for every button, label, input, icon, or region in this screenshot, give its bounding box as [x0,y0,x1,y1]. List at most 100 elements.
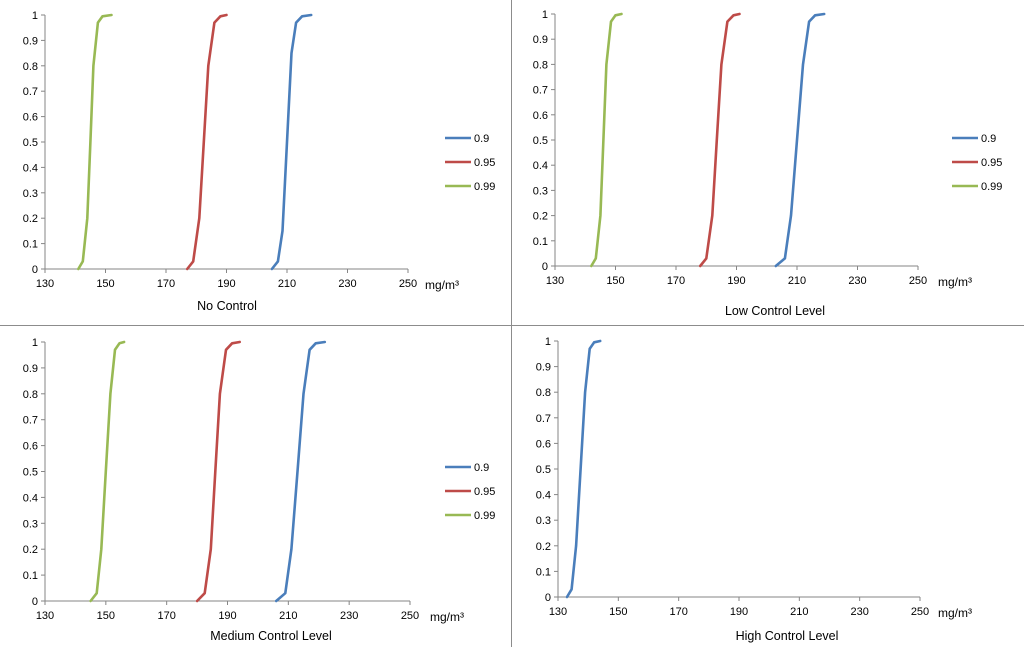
y-tick-label: 0.8 [23,389,38,401]
y-tick-label: 0.5 [23,467,38,479]
y-tick-label: 1 [542,9,548,21]
y-tick-label: 0.9 [23,35,38,47]
chart-caption: High Control Level [736,629,839,643]
x-tick-label: 170 [157,610,175,622]
series-line-main [565,339,602,599]
chart-panel-1: 0 0.1 0.2 0.3 0.4 0.5 0.6 0.7 0.8 0.9 1 130 150 170 19… [23,10,496,313]
y-tick-label: 0.2 [23,544,38,556]
legend: 0.9 0.95 0.99 [445,462,495,522]
series-line-0-95 [195,340,241,603]
y-tick-label: 0.8 [23,61,38,73]
chart-caption: Low Control Level [725,304,825,318]
legend-entry-label: 0.99 [981,181,1002,193]
y-tick-label: 0.6 [536,438,551,450]
y-tick-label: 0.2 [23,213,38,225]
legend: 0.9 0.95 0.99 [445,133,495,193]
x-tick-label: 230 [848,275,866,287]
y-tick-label: 0.4 [23,492,38,504]
y-tick-label: 0.8 [533,59,548,71]
x-axis-unit-label: mg/m³ [938,275,972,289]
y-tick-label: 1 [32,10,38,22]
y-tick-label: 0.9 [536,362,551,374]
x-tick-label: 130 [549,606,567,618]
x-tick-label: 250 [911,606,929,618]
y-tick-label: 0.2 [536,541,551,553]
series-line-0-9 [270,13,313,271]
series-line-0-99 [77,13,113,271]
x-axis-unit-label: mg/m³ [938,606,972,620]
y-tick-label: 0.5 [533,135,548,147]
series-line-0-99 [89,340,126,603]
x-tick-label: 170 [667,275,685,287]
y-tick-label: 0.4 [23,162,38,174]
x-tick-label: 130 [546,275,564,287]
y-tick-label: 0.5 [536,464,551,476]
chart-panel-4: 0 0.1 0.2 0.3 0.4 0.5 0.6 0.7 0.8 0.9 1 130 150 170 19… [536,336,972,643]
x-tick-label: 210 [790,606,808,618]
chart-caption: Medium Control Level [210,629,332,643]
x-tick-label: 190 [727,275,745,287]
chart-panel-2: 0 0.1 0.2 0.3 0.4 0.5 0.6 0.7 0.8 0.9 1 130 150 170 19… [533,9,1003,318]
x-tick-label: 230 [338,278,356,290]
legend-entry-label: 0.9 [474,462,489,474]
y-tick-label: 0.7 [533,85,548,97]
y-tick-label: 0.1 [23,239,38,251]
legend-entry-label: 0.9 [981,133,996,145]
y-tick-label: 0.9 [533,34,548,46]
y-tick-label: 0.3 [23,518,38,530]
legend: 0.9 0.95 0.99 [952,133,1002,193]
x-tick-label: 250 [401,610,419,622]
series-line-0-9 [774,12,826,268]
legend-entry-label: 0.95 [474,157,495,169]
y-tick-label: 0.7 [536,413,551,425]
chart-caption: No Control [197,299,257,313]
y-tick-label: 0.6 [23,112,38,124]
x-tick-label: 210 [788,275,806,287]
y-tick-label: 0.6 [533,110,548,122]
x-tick-label: 150 [97,610,115,622]
series-line-0-95 [185,13,228,271]
x-tick-label: 130 [36,278,54,290]
x-tick-label: 190 [217,278,235,290]
y-tick-label: 0.3 [533,185,548,197]
y-tick-label: 0.4 [536,490,551,502]
y-tick-label: 0.9 [23,363,38,375]
x-axis-unit-label: mg/m³ [425,278,459,292]
y-tick-label: 0.5 [23,137,38,149]
x-tick-label: 190 [730,606,748,618]
x-tick-label: 170 [669,606,687,618]
x-tick-label: 190 [218,610,236,622]
y-tick-label: 0 [545,592,551,604]
series-line-0-99 [590,12,623,268]
legend-entry-label: 0.9 [474,133,489,145]
series-line-0-9 [274,340,327,603]
series-line-0-95 [698,12,741,268]
x-tick-label: 150 [96,278,114,290]
y-tick-label: 0.2 [533,211,548,223]
x-tick-label: 250 [909,275,927,287]
y-tick-label: 1 [32,337,38,349]
y-tick-label: 0.7 [23,86,38,98]
y-tick-label: 0.6 [23,441,38,453]
y-tick-label: 0 [32,264,38,276]
y-tick-label: 0 [542,261,548,273]
x-tick-label: 170 [157,278,175,290]
y-tick-label: 0.1 [533,236,548,248]
y-tick-label: 0.8 [536,387,551,399]
x-axis-unit-label: mg/m³ [430,610,464,624]
x-tick-label: 150 [609,606,627,618]
y-tick-label: 0.1 [536,566,551,578]
y-tick-label: 0.7 [23,415,38,427]
y-tick-label: 1 [545,336,551,348]
legend-entry-label: 0.95 [981,157,1002,169]
x-tick-label: 230 [850,606,868,618]
chart-panel-3: 0 0.1 0.2 0.3 0.4 0.5 0.6 0.7 0.8 0.9 1 130 150 170 19… [23,337,496,643]
legend-entry-label: 0.99 [474,510,495,522]
y-tick-label: 0.3 [23,188,38,200]
legend-entry-label: 0.99 [474,181,495,193]
x-tick-label: 130 [36,610,54,622]
x-tick-label: 150 [606,275,624,287]
x-tick-label: 230 [340,610,358,622]
y-tick-label: 0 [32,596,38,608]
